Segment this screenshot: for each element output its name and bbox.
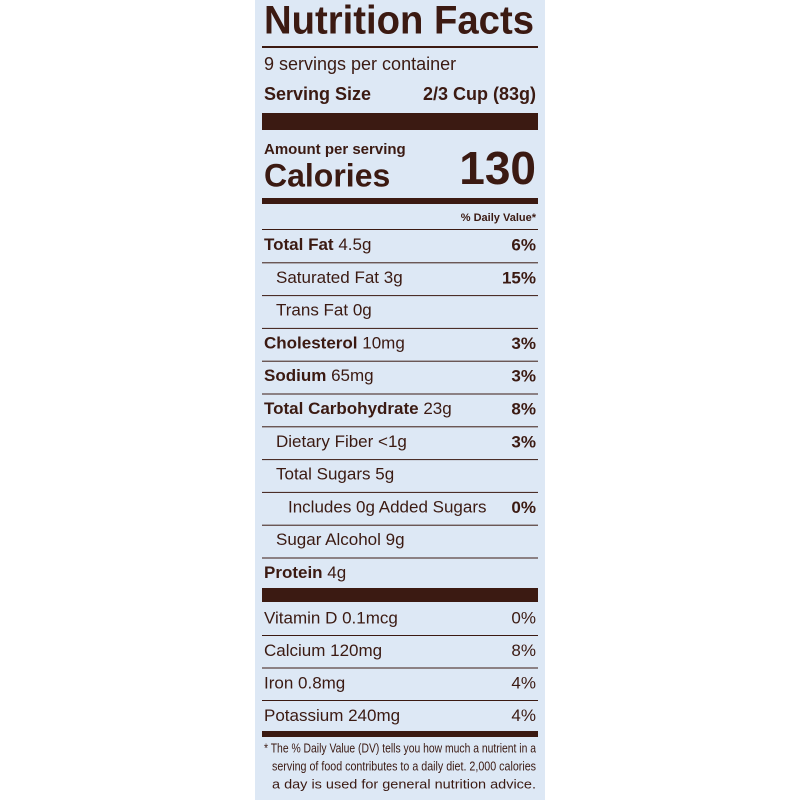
nutrient-name: Saturated Fat xyxy=(276,268,379,287)
calories-value: 130 xyxy=(459,142,536,194)
row-rule xyxy=(262,229,538,230)
nutrient: Trans Fat 0g xyxy=(276,301,372,320)
nutrient: Dietary Fiber <1g xyxy=(276,432,407,451)
serving-size: 2/3 Cup (83g) xyxy=(423,84,536,104)
nutrient-name: Total Sugars xyxy=(276,465,371,484)
nutrient-name: Total Carbohydrate xyxy=(264,399,419,418)
row-rule xyxy=(262,557,538,559)
nutrient-dv: 3% xyxy=(511,432,536,451)
row-rule xyxy=(262,262,538,264)
serving-size-label: Serving Size xyxy=(264,84,371,104)
thick-bar xyxy=(262,113,538,130)
nutrient: Total Sugars 5g xyxy=(276,465,394,484)
nutrient-name: Protein xyxy=(264,563,323,582)
footnote: * The % Daily Value (DV) tells you how m… xyxy=(264,741,536,755)
nutrient-dv: 3% xyxy=(511,334,536,353)
vitamin: Vitamin D 0.1mcg xyxy=(264,608,398,627)
vitamin-dv: 4% xyxy=(511,706,536,725)
row-rule xyxy=(262,295,538,297)
nutrient: Total Fat 4.5g xyxy=(264,235,371,254)
vitamin: Calcium 120mg xyxy=(264,641,382,660)
nutrient: Total Carbohydrate 23g xyxy=(264,399,452,418)
nutrient-name: Includes 0g Added Sugars xyxy=(288,498,486,517)
nutrient-dv: 8% xyxy=(511,399,536,418)
nutrient-name: Sodium xyxy=(264,367,326,386)
nutrient-amount: 5g xyxy=(375,465,394,484)
nutrient-dv: 3% xyxy=(511,367,536,386)
row-rule xyxy=(262,360,538,362)
nutrient: Protein 4g xyxy=(264,563,346,582)
nutrient-amount: 23g xyxy=(423,399,451,418)
nutrient-name: Trans Fat xyxy=(276,301,348,320)
nutrient-amount: 0g xyxy=(353,301,372,320)
nutrient-amount: 10mg xyxy=(362,334,405,353)
nutrient-amount: 3g xyxy=(384,268,403,287)
nutrient-dv: 15% xyxy=(502,268,536,287)
medium-bar xyxy=(262,198,538,204)
nutrient-amount: 65mg xyxy=(331,367,374,386)
nutrient-dv: 6% xyxy=(511,235,536,254)
row-rule xyxy=(262,667,538,669)
label-panel xyxy=(255,0,545,800)
nutrient-name: Sugar Alcohol xyxy=(276,531,381,550)
title: Nutrition Facts xyxy=(264,0,534,43)
medium-bar xyxy=(262,731,538,737)
footnote: serving of food contributes to a daily d… xyxy=(272,759,536,773)
nutrient-name: Cholesterol xyxy=(264,334,358,353)
thick-bar xyxy=(262,588,538,602)
row-rule xyxy=(262,700,538,701)
vitamin-dv: 4% xyxy=(511,673,536,692)
row-rule xyxy=(262,327,538,329)
vitamin: Potassium 240mg xyxy=(264,706,400,725)
nutrient: Includes 0g Added Sugars xyxy=(288,498,486,517)
row-rule xyxy=(262,491,538,493)
nutrient: Sugar Alcohol 9g xyxy=(276,531,405,550)
nutrient-name: Dietary Fiber xyxy=(276,432,374,451)
servings: 9 servings per container xyxy=(264,54,456,74)
footnote: a day is used for general nutrition advi… xyxy=(272,777,536,791)
nutrient-name: Total Fat xyxy=(264,235,334,254)
nutrient: Saturated Fat 3g xyxy=(276,268,403,287)
amount-per-serving: Amount per serving xyxy=(264,141,406,158)
vitamin-dv: 8% xyxy=(511,641,536,660)
row-rule xyxy=(262,459,538,461)
vitamin: Iron 0.8mg xyxy=(264,673,345,692)
nutrient: Cholesterol 10mg xyxy=(264,334,405,353)
row-rule xyxy=(262,426,538,428)
calories-label: Calories xyxy=(264,157,390,193)
nutrient-amount: 4.5g xyxy=(338,235,371,254)
nutrient-amount: 9g xyxy=(386,531,405,550)
rule xyxy=(262,46,538,48)
nutrient-amount: <1g xyxy=(378,432,407,451)
vitamin-dv: 0% xyxy=(511,608,536,627)
nutrient: Sodium 65mg xyxy=(264,367,374,386)
dv-header: % Daily Value* xyxy=(461,212,537,224)
row-rule xyxy=(262,524,538,526)
nutrient-amount: 4g xyxy=(327,563,346,582)
row-rule xyxy=(262,393,538,395)
nutrient-dv: 0% xyxy=(511,498,536,517)
row-rule xyxy=(262,635,538,636)
